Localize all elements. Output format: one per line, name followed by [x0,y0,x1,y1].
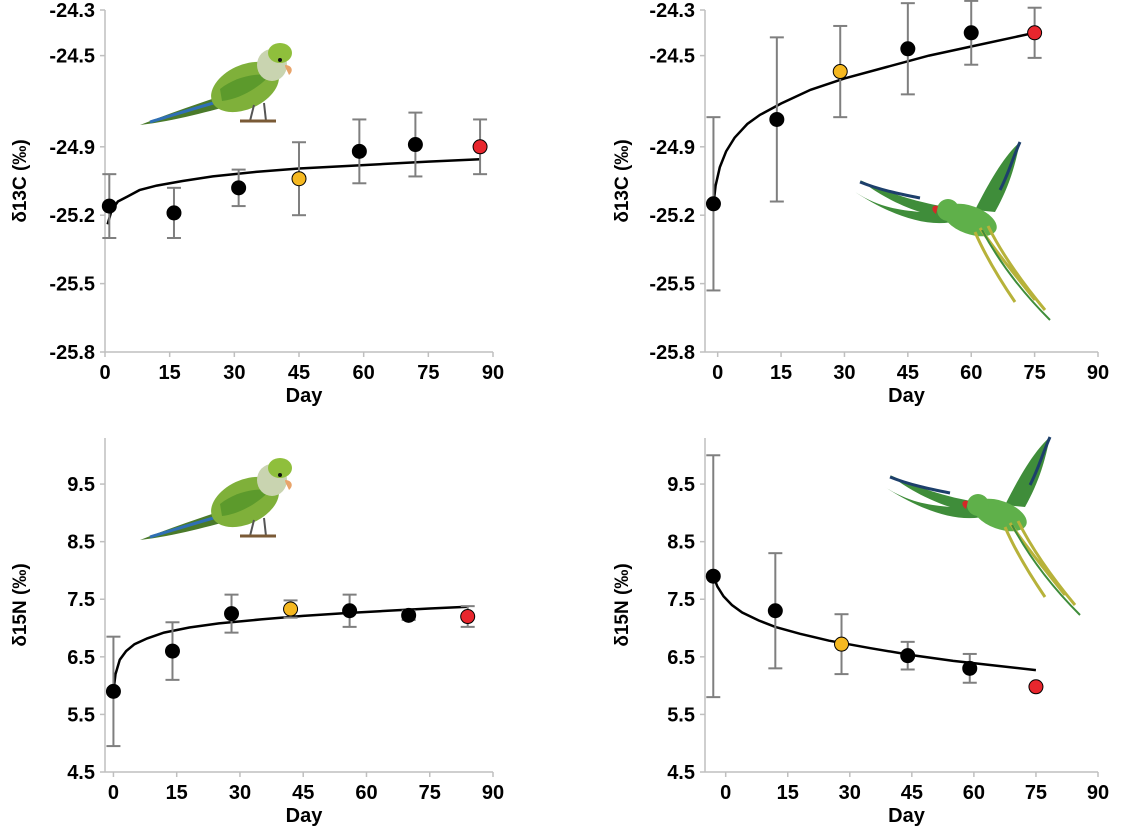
y-axis-title: δ15N (‰) [10,563,31,646]
data-point [231,180,247,196]
data-point [166,205,182,221]
data-point [705,196,721,212]
data-point [401,607,417,623]
ring-necked-parakeet-flying-icon [853,140,1052,322]
y-tick-label: 5.5 [667,704,695,726]
y-axis-title: δ15N (‰) [612,563,633,646]
x-tick-label: 45 [897,362,919,384]
x-tick-label: 90 [482,782,504,804]
x-tick-label: 60 [355,782,377,804]
chart-bottom-left: 0 15 30 45 60 75 90 4.5 5.5 6.5 7.5 8.5 9.5 Day δ15N (… [10,438,504,827]
data-point [1028,679,1044,695]
x-tick-label: 75 [417,362,439,384]
x-tick-label: 75 [1023,362,1045,384]
x-tick-label: 30 [223,362,245,384]
data-point [963,25,979,41]
data-point [291,171,307,187]
y-tick-label: -24.9 [649,137,695,159]
data-point [407,137,423,153]
data-point [283,601,299,617]
x-tick-label: 45 [292,782,314,804]
y-tick-label: 8.5 [67,532,95,554]
x-tick-label: 45 [901,782,923,804]
data-point [105,683,121,699]
y-tick-label: 9.5 [667,474,695,496]
data-point [767,603,783,619]
fit-curve [712,31,1035,204]
data-point [832,64,848,80]
x-tick-label: 0 [108,782,119,804]
x-tick-label: 15 [777,782,799,804]
data-point [705,568,721,584]
y-tick-label: -24.3 [49,0,95,22]
y-tick-label: -25.2 [649,205,695,227]
y-tick-label: -25.2 [49,205,95,227]
x-tick-label: 15 [166,782,188,804]
data-point [101,198,117,214]
data-point [342,603,358,619]
x-tick-label: 15 [770,362,792,384]
y-tick-label: -25.5 [49,274,95,296]
data-point [1027,25,1043,41]
data-point [900,648,916,664]
monk-parakeet-perched-icon [138,41,294,127]
x-tick-label: 0 [712,362,723,384]
fit-curve [106,158,481,225]
y-tick-label: 9.5 [67,474,95,496]
y-tick-label: 4.5 [67,762,95,784]
chart-bottom-right: 0 15 30 45 60 75 90 4.5 5.5 6.5 7.5 8.5 9.5 Day δ15N (… [612,435,1109,827]
y-tick-label: -24.5 [649,46,695,68]
y-tick-label: 6.5 [67,647,95,669]
x-tick-label: 60 [960,362,982,384]
x-axis-title: Day [286,805,324,827]
x-tick-label: 15 [159,362,181,384]
x-tick-label: 30 [229,782,251,804]
data-point [769,111,785,127]
y-tick-label: 8.5 [667,532,695,554]
x-tick-label: 90 [1087,782,1109,804]
y-tick-label: -25.8 [49,342,95,364]
chart-top-right: 0 15 30 45 60 75 90 -25.8 -25.5 -25.2 -24.9 -24.5 -2… [612,0,1109,407]
x-tick-label: 90 [482,362,504,384]
data-point [460,609,476,625]
x-tick-label: 75 [1025,782,1047,804]
y-tick-label: 7.5 [667,589,695,611]
data-point [834,636,850,652]
y-tick-label: 4.5 [667,762,695,784]
data-point [164,643,180,659]
y-tick-label: 6.5 [667,647,695,669]
y-tick-label: -25.8 [649,342,695,364]
y-axis-title: δ13C (‰) [612,139,633,222]
x-tick-label: 60 [353,362,375,384]
data-point [900,41,916,57]
ring-necked-parakeet-flying-icon [883,435,1082,617]
x-tick-label: 0 [99,362,110,384]
data-point [351,143,367,159]
y-axis-title: δ13C (‰) [10,139,31,222]
x-tick-label: 0 [720,782,731,804]
x-tick-label: 75 [419,782,441,804]
y-tick-label: 7.5 [67,589,95,611]
x-tick-label: 90 [1087,362,1109,384]
monk-parakeet-perched-icon [138,456,294,542]
fit-curve [112,605,468,692]
chart-top-left: 0 15 30 45 60 75 90 -25.8 -25.5 -25.2 -24.9 -24.5 -2… [10,0,504,407]
x-tick-label: 60 [963,782,985,804]
x-axis-title: Day [286,385,324,407]
x-axis-title: Day [888,385,926,407]
y-tick-label: -24.3 [649,0,695,22]
y-tick-label: 5.5 [67,704,95,726]
x-tick-label: 30 [833,362,855,384]
x-axis-title: Day [888,805,926,827]
x-tick-label: 45 [288,362,310,384]
data-point [224,606,240,622]
y-tick-label: -24.5 [49,46,95,68]
y-tick-label: -24.9 [49,137,95,159]
data-point [472,139,488,155]
x-tick-label: 30 [839,782,861,804]
y-tick-label: -25.5 [649,274,695,296]
fit-curve [712,575,1037,672]
data-point [962,660,978,676]
